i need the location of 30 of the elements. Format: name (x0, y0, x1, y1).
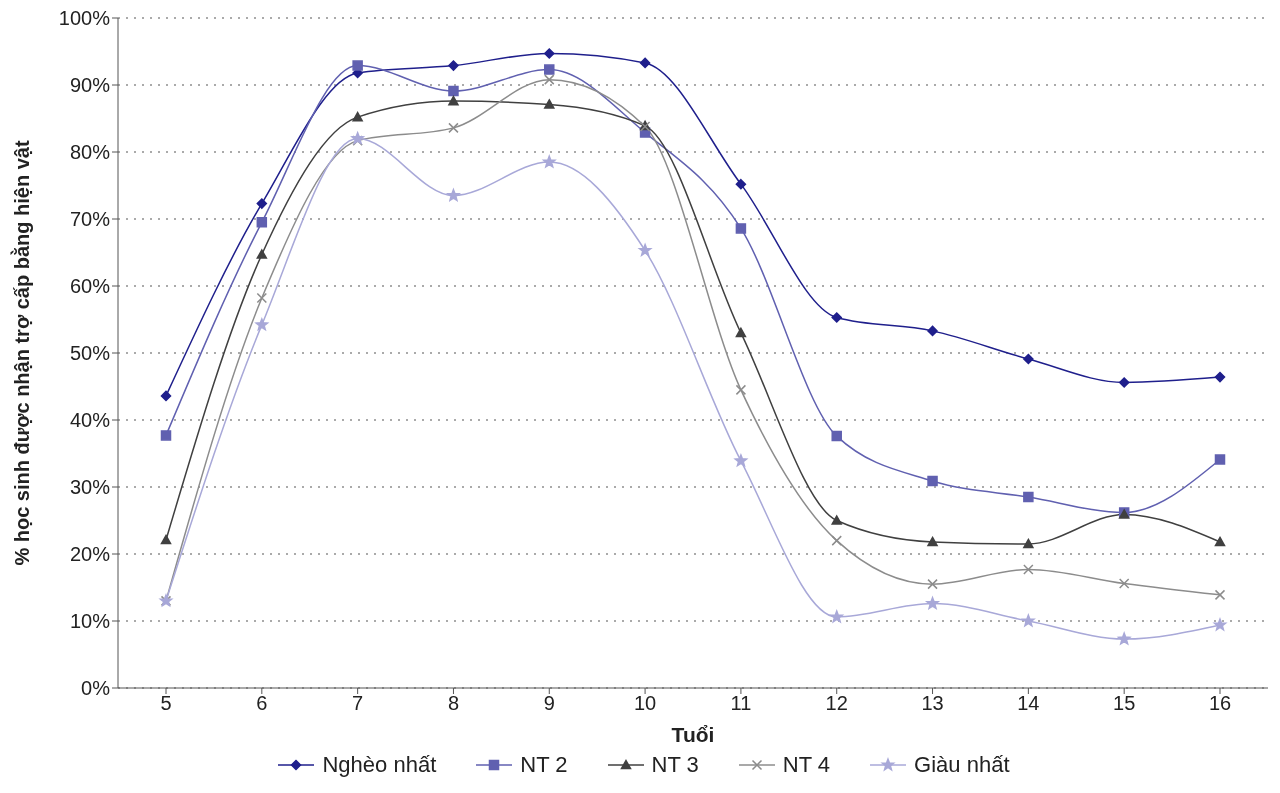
x-tick-label: 9 (543, 692, 555, 715)
x-tick-label: 10 (633, 692, 657, 715)
x-tick-label: 12 (825, 692, 848, 715)
legend-label: NT 2 (519, 752, 568, 778)
x-tick-label: 16 (1208, 692, 1232, 715)
x-tick-label: 7 (352, 692, 364, 715)
y-tick-label: 0% (81, 677, 111, 700)
y-tick-label: 90% (69, 74, 111, 97)
x-tick-label: 13 (921, 692, 944, 715)
y-tick-label: 100% (58, 7, 111, 30)
y-tick-label: 10% (69, 610, 111, 633)
y-tick-label: 40% (69, 409, 111, 432)
x-tick-label: 14 (1017, 692, 1040, 715)
y-tick-label: 80% (69, 141, 111, 164)
legend-label: Nghèo nhất (321, 752, 437, 778)
legend-label: Giàu nhất (913, 752, 1010, 778)
x-tick-label: 8 (447, 692, 460, 715)
y-tick-label: 50% (69, 342, 111, 365)
x-tick-label: 11 (730, 692, 752, 715)
x-tick-label: 15 (1113, 692, 1136, 715)
x-axis-title: Tuổi (671, 723, 715, 746)
y-tick-label: 60% (69, 275, 111, 298)
legend-label: NT 3 (650, 752, 699, 778)
y-axis-title: % học sinh được nhận trợ cấp bằng hiện vật (10, 140, 34, 566)
x-tick-label: 6 (256, 692, 268, 715)
x-tick-label: 5 (160, 692, 172, 715)
y-tick-label: 30% (69, 476, 111, 499)
legend-label: NT 4 (781, 752, 831, 778)
y-tick-label: 20% (69, 543, 111, 566)
y-tick-label: 70% (69, 208, 111, 231)
